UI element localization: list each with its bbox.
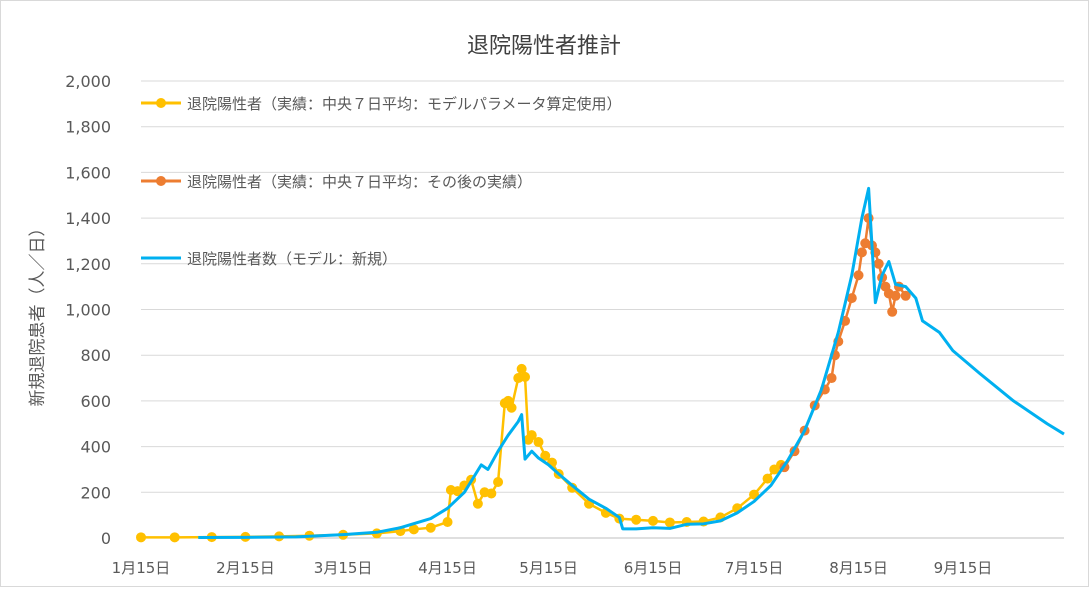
data-point xyxy=(846,293,857,304)
data-point xyxy=(890,290,901,301)
data-point xyxy=(136,532,146,543)
legend-label: 退院陽性者数（モデル：新規） xyxy=(187,250,397,268)
data-point xyxy=(526,430,537,441)
x-tick-label: 3月15日 xyxy=(314,559,373,577)
series-lines xyxy=(136,186,1065,543)
y-tick-label: 1,200 xyxy=(65,255,111,274)
x-tick-label: 8月15日 xyxy=(829,559,888,577)
data-point xyxy=(856,247,867,258)
y-tick-labels: 0 200 400 600 800 1,000 1,200 1,400 1,600 1,800 2,… xyxy=(65,72,111,548)
data-point xyxy=(853,270,864,281)
data-point xyxy=(169,532,180,543)
data-point xyxy=(900,290,911,301)
series-line-3 xyxy=(198,186,1065,540)
y-tick-label: 400 xyxy=(80,438,111,457)
data-point xyxy=(516,363,527,374)
data-point xyxy=(442,517,453,528)
data-point xyxy=(472,498,483,509)
data-point xyxy=(887,306,898,317)
data-point xyxy=(863,213,874,224)
y-axis-label: 新規退院患者（人／日） xyxy=(28,220,48,407)
x-tick-label: 1月15日 xyxy=(112,559,171,577)
y-tick-label: 2,000 xyxy=(65,72,111,91)
x-tick-label: 7月15日 xyxy=(725,559,784,577)
y-tick-label: 800 xyxy=(80,346,111,365)
y-tick-label: 1,000 xyxy=(65,301,111,320)
data-point xyxy=(826,373,837,384)
y-tick-label: 0 xyxy=(101,529,111,548)
x-tick-label: 5月15日 xyxy=(519,559,578,577)
data-point xyxy=(493,477,504,488)
x-tick-label: 2月15日 xyxy=(216,559,275,577)
legend-label: 退院陽性者（実績：中央７日平均：モデルパラメータ算定使用） xyxy=(187,95,622,113)
data-point xyxy=(648,515,659,526)
data-point xyxy=(533,437,544,448)
data-point xyxy=(762,473,773,484)
data-point xyxy=(506,402,517,413)
data-point xyxy=(873,258,884,269)
chart-title: 退院陽性者推計 xyxy=(467,34,621,59)
data-point xyxy=(408,524,419,535)
legend-marker xyxy=(156,176,166,186)
x-tick-label: 4月15日 xyxy=(418,559,477,577)
y-tick-label: 600 xyxy=(80,392,111,411)
y-tick-label: 200 xyxy=(80,483,111,502)
series-line-1 xyxy=(141,367,782,539)
legend-marker xyxy=(156,98,166,108)
data-point xyxy=(540,450,551,461)
data-point xyxy=(520,371,531,382)
data-point xyxy=(452,486,463,497)
gridlines xyxy=(141,80,1064,539)
x-tick-labels: 1月15日 2月15日 3月15日 4月15日 5月15日 6月15日 7月15日 8月15日… xyxy=(112,559,993,577)
data-point xyxy=(664,517,675,528)
y-tick-label: 1,400 xyxy=(65,209,111,228)
legend: 退院陽性者（実績：中央７日平均：モデルパラメータ算定使用） 退院陽性者（実績：中央… xyxy=(141,95,622,268)
data-point xyxy=(631,514,642,525)
data-point xyxy=(486,488,497,499)
legend-label: 退院陽性者（実績：中央７日平均：その後の実績） xyxy=(187,173,532,191)
y-tick-label: 1,600 xyxy=(65,163,111,182)
y-tick-label: 1,800 xyxy=(65,118,111,137)
data-point xyxy=(425,522,436,533)
x-tick-label: 6月15日 xyxy=(624,559,683,577)
x-tick-label: 9月15日 xyxy=(934,559,993,577)
